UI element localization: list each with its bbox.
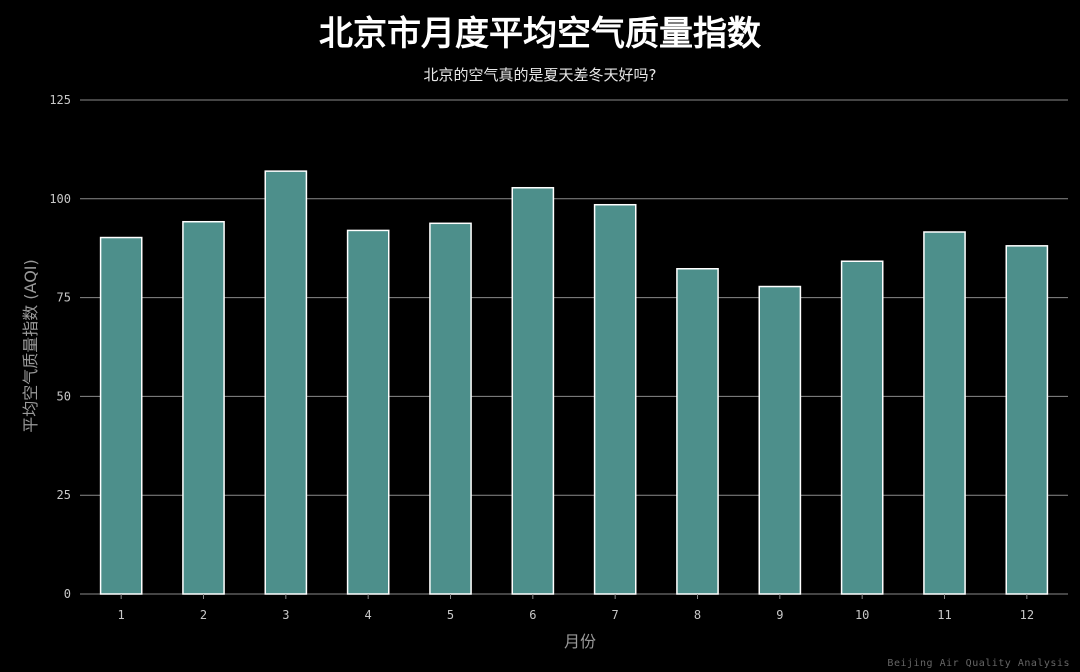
bar-month-5 (429, 222, 472, 595)
chart-title: 北京市月度平均空气质量指数 (319, 14, 761, 54)
x-tick-label-2: 2 (200, 608, 207, 622)
bar-month-10 (840, 260, 884, 595)
y-tick-label-100: 100 (49, 192, 71, 206)
bar-month-8 (676, 268, 719, 595)
watermark: Beijing Air Quality Analysis (887, 658, 1070, 669)
y-tick-label-125: 125 (49, 93, 71, 107)
x-tick-label-7: 7 (612, 608, 619, 622)
x-axis-ticks: 1 2 3 4 5 6 7 8 9 10 11 12 (118, 594, 1034, 622)
x-axis-title: 月份 (564, 632, 596, 651)
bar-month-7 (593, 203, 637, 595)
bar-month-1 (99, 236, 143, 595)
y-tick-label-25: 25 (57, 488, 71, 502)
y-tick-label-0: 0 (64, 587, 71, 601)
y-tick-label-75: 75 (57, 291, 71, 305)
x-tick-label-3: 3 (282, 608, 289, 622)
y-tick-label-50: 50 (57, 389, 71, 403)
chart-subtitle: 北京的空气真的是夏天差冬天好吗? (423, 66, 657, 84)
bar-month-11 (923, 231, 966, 595)
bar-month-4 (346, 229, 390, 595)
x-tick-label-9: 9 (776, 608, 783, 622)
x-tick-label-11: 11 (937, 608, 951, 622)
bar-month-9 (758, 285, 802, 595)
grid-lines (80, 99, 1068, 595)
bar-month-12 (1005, 245, 1049, 595)
y-axis-title: 平均空气质量指数 (AQI) (21, 259, 40, 433)
x-tick-label-10: 10 (855, 608, 869, 622)
y-axis-ticks: 0 25 50 75 100 125 (49, 93, 71, 601)
x-tick-label-1: 1 (118, 608, 125, 622)
bars (99, 170, 1049, 595)
x-tick-label-8: 8 (694, 608, 701, 622)
x-tick-label-6: 6 (529, 608, 536, 622)
x-tick-label-12: 12 (1020, 608, 1034, 622)
bar-month-3 (264, 170, 308, 595)
x-tick-label-5: 5 (447, 608, 454, 622)
x-tick-label-4: 4 (365, 608, 372, 622)
bar-month-6 (511, 186, 555, 595)
bar-month-2 (182, 220, 225, 595)
